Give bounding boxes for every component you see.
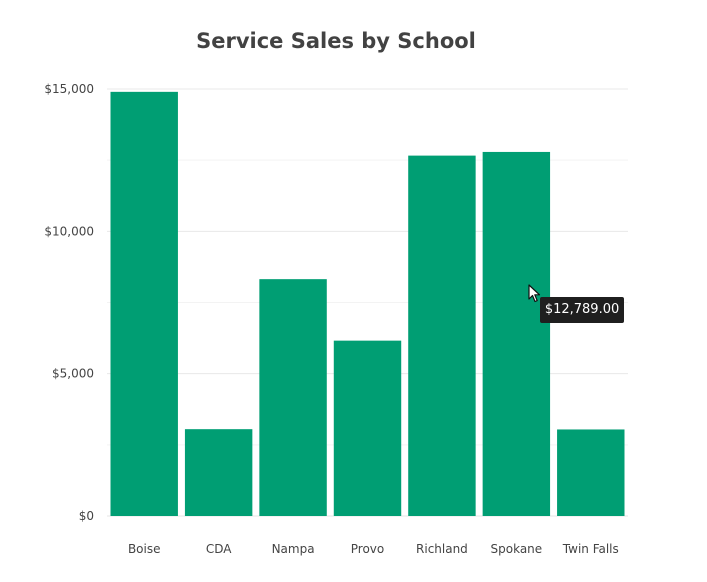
x-tick-label: Richland [416, 542, 468, 556]
x-tick-label: Nampa [272, 542, 315, 556]
x-tick-label: CDA [206, 542, 232, 556]
bar[interactable] [110, 91, 178, 516]
bar[interactable] [333, 340, 402, 516]
x-tick-label: Twin Falls [562, 542, 619, 556]
bar[interactable] [184, 429, 253, 516]
value-tooltip: $12,789.00 [539, 297, 625, 323]
y-tick-label: $10,000 [44, 224, 94, 238]
y-tick-label: $5,000 [52, 367, 94, 381]
x-tick-label: Provo [351, 542, 384, 556]
bar[interactable] [557, 429, 625, 516]
chart-title: Service Sales by School [196, 29, 476, 53]
y-tick-label: $0 [79, 509, 94, 523]
bar[interactable] [259, 279, 327, 516]
bars [110, 91, 625, 516]
y-axis-ticks: $0 $5,000 $10,000 $15,000 [44, 82, 94, 523]
mouse-pointer-icon [528, 284, 540, 303]
x-tick-label: Spokane [491, 542, 543, 556]
bar[interactable] [482, 151, 551, 516]
x-tick-label: Boise [128, 542, 161, 556]
y-tick-label: $15,000 [44, 82, 94, 96]
x-axis-ticks: Boise CDA Nampa Provo Richland Spokane Twin Fa… [128, 542, 619, 556]
bar[interactable] [408, 155, 476, 516]
